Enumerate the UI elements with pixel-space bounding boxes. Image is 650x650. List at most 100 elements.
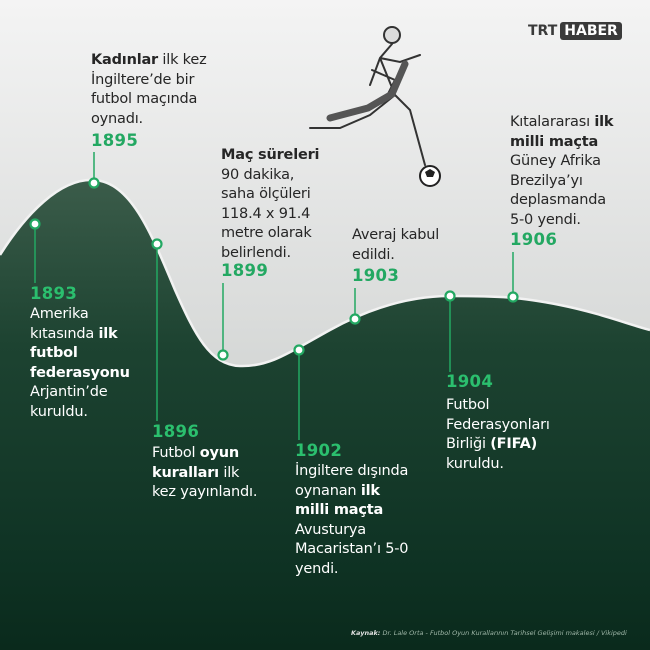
event-line: kuruldu.: [30, 403, 130, 423]
event-text-segment: Avusturya: [295, 521, 366, 538]
event-line: Federasyonları: [446, 416, 550, 436]
event-line: milli maçta: [510, 133, 613, 153]
event-text-1899: Maç süreleri 90 dakika, saha ölçüleri 118.4…: [221, 146, 320, 263]
event-text-segment: metre olarak: [221, 225, 312, 241]
event-line: Brezilya’yı: [510, 172, 613, 192]
event-line: Avusturya: [295, 521, 408, 541]
event-line: kuruldu.: [446, 455, 550, 475]
event-line: Futbol oyun: [152, 444, 257, 464]
event-line: futbol: [30, 344, 130, 364]
event-text-segment: oynadı.: [91, 110, 143, 127]
logo-trt: TRT: [528, 23, 558, 39]
year-1895: 1895: [91, 131, 139, 150]
event-text-segment: kez yayınlandı.: [152, 484, 258, 500]
event-text-bold: futbol: [30, 345, 78, 361]
event-text-segment: 118.4 x 91.4: [221, 205, 311, 222]
event-line: Macaristan’ı 5-0: [295, 540, 408, 560]
event-text-segment: kuruldu.: [446, 455, 504, 472]
logo-haber: HABER: [560, 22, 622, 40]
event-line: oynanan ilk: [295, 482, 408, 502]
event-text-segment: Brezilya’yı: [510, 172, 583, 189]
timeline-dot-1902: [293, 344, 305, 356]
event-line: İngiltere dışında: [295, 462, 408, 482]
event-line: kuralları ilk: [152, 464, 257, 484]
event-text-segment: Futbol: [446, 397, 490, 413]
event-text-segment: futbol maçında: [91, 91, 198, 107]
timeline-dot-1895: [88, 177, 100, 189]
event-line: Güney Afrika: [510, 152, 613, 172]
year-1904: 1904: [446, 372, 494, 391]
event-text-segment: Amerika: [30, 306, 89, 322]
event-line: Maç süreleri: [221, 146, 320, 166]
event-line: Arjantin’de: [30, 383, 130, 403]
event-text-bold: federasyonu: [30, 364, 130, 381]
event-text-bold: Kadınlar: [91, 52, 158, 68]
year-1903: 1903: [352, 266, 400, 285]
event-text-1895: Kadınlar ilk kez İngiltere’de bir futbol m…: [91, 51, 207, 129]
event-text-segment: edildi.: [352, 246, 395, 263]
event-line: 5-0 yendi.: [510, 211, 613, 231]
event-text-bold: ilk: [98, 325, 118, 342]
event-text-1902: İngiltere dışında oynanan ilk milli maçta A…: [295, 462, 408, 579]
event-text-segment: saha ölçüleri: [221, 186, 311, 202]
event-line: saha ölçüleri: [221, 185, 319, 205]
event-text-segment: oynanan: [295, 482, 361, 499]
event-text-segment: ilk: [218, 464, 240, 481]
timeline-dot-1903: [349, 313, 361, 325]
event-line: Averaj kabul: [352, 226, 439, 246]
event-line: futbol maçında: [91, 90, 207, 110]
event-line: federasyonu: [30, 364, 130, 384]
event-text-bold: milli maçta: [510, 133, 599, 150]
event-text-segment: 90 dakika,: [221, 166, 295, 183]
source-text: Dr. Lale Orta - Futbol Oyun Kurallarının…: [382, 629, 627, 637]
event-text-segment: 5-0 yendi.: [510, 211, 581, 228]
event-text-1904: Futbol Federasyonları Birliği (FIFA) kuruld…: [446, 396, 550, 474]
event-text-segment: deplasmanda: [510, 192, 606, 208]
event-text-segment: Averaj kabul: [352, 227, 440, 243]
event-line: İngiltere’de bir: [91, 71, 207, 91]
event-line: deplasmanda: [510, 191, 613, 211]
event-text-segment: Birliği: [446, 436, 491, 452]
timeline-dot-1906: [507, 291, 519, 303]
timeline-dot-1893: [29, 218, 41, 230]
event-line: oynadı.: [91, 110, 207, 130]
timeline-dot-1899: [217, 349, 229, 361]
event-text-segment: Macaristan’ı 5-0: [295, 541, 409, 557]
event-text-segment: yendi.: [295, 560, 339, 577]
event-text-bold: milli maçta: [295, 502, 384, 518]
timeline-curve: [0, 178, 650, 368]
event-text-bold: ilk: [594, 114, 614, 130]
timeline-dot-1896: [151, 238, 163, 250]
event-text-bold: Maç süreleri: [221, 147, 320, 163]
event-line: Amerika: [30, 305, 130, 325]
source-note: Kaynak: Dr. Lale Orta - Futbol Oyun Kura…: [351, 629, 627, 637]
event-text-1893: Amerika kıtasında ilk futbol federasyonu Arj…: [30, 305, 130, 422]
event-text-segment: Futbol: [152, 445, 200, 461]
event-text-segment: kıtasında: [30, 325, 99, 342]
source-label: Kaynak:: [351, 629, 381, 637]
year-1899: 1899: [221, 261, 269, 280]
event-line: kıtasında ilk: [30, 325, 130, 345]
event-line: Kıtalararası ilk: [510, 113, 613, 133]
event-text-segment: Federasyonları: [446, 416, 550, 433]
soccer-player-kicking-ball-icon: [309, 26, 441, 187]
year-1896: 1896: [152, 422, 200, 441]
event-line: yendi.: [295, 560, 408, 580]
connector-lines: [34, 152, 514, 440]
event-line: 118.4 x 91.4: [221, 205, 319, 225]
trt-haber-logo: TRT HABER: [528, 22, 622, 40]
event-text-bold: kuralları: [152, 464, 219, 481]
event-line: 90 dakika,: [221, 166, 319, 186]
event-text-segment: ilk kez: [158, 52, 207, 68]
event-line: edildi.: [352, 246, 439, 266]
event-line: milli maçta: [295, 501, 408, 521]
event-text-bold: ilk: [360, 482, 380, 499]
event-text-bold: oyun: [199, 445, 240, 461]
timeline-dot-1904: [444, 290, 456, 302]
event-text-1896: Futbol oyun kuralları ilk kez yayınlandı.: [152, 444, 257, 503]
event-text-1903: Averaj kabul edildi.: [352, 226, 439, 265]
event-line: Kadınlar ilk kez: [91, 51, 207, 71]
event-line: Birliği (FIFA): [446, 435, 550, 455]
event-text-bold: (FIFA): [490, 436, 538, 452]
